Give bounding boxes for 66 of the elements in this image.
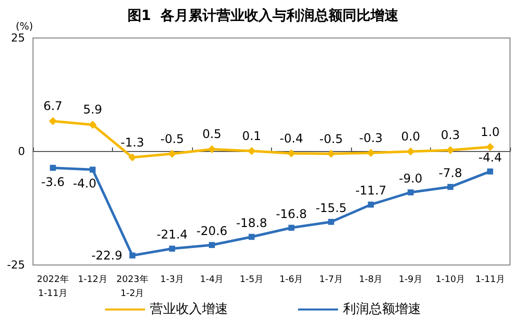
chart-title: 图1 各月累计营业收入与利润总额同比增速 — [127, 7, 400, 24]
data-label: -0.5 — [319, 132, 343, 146]
data-label: -3.6 — [41, 174, 65, 189]
point — [128, 153, 136, 162]
y-axis-title: (%) — [16, 22, 34, 32]
x-tick-label: 1-5月 — [240, 275, 264, 285]
point — [406, 148, 415, 156]
data-label: -21.4 — [156, 228, 188, 242]
point — [487, 168, 494, 174]
point — [248, 147, 256, 156]
x-tick-label: 1-7月 — [319, 275, 343, 285]
y-tick-label: 25 — [11, 32, 25, 44]
point — [287, 149, 296, 158]
point — [486, 142, 494, 151]
data-label: -20.6 — [196, 224, 228, 238]
data-label: -22.9 — [91, 248, 122, 262]
data-label: 6.7 — [43, 99, 62, 114]
y-tick-label: 0 — [18, 145, 25, 158]
data-label: -15.5 — [316, 200, 347, 215]
x-tick-label: 1-8月 — [359, 275, 383, 285]
point — [169, 246, 176, 252]
point — [168, 150, 176, 158]
data-label: 0.0 — [401, 130, 420, 144]
legend-label: 利润总额增速 — [343, 302, 421, 317]
x-tick-label: 1-3月 — [160, 275, 184, 285]
point — [208, 242, 215, 248]
point — [50, 164, 56, 171]
point — [248, 234, 255, 240]
data-label: -1.3 — [120, 135, 144, 150]
point — [327, 150, 336, 158]
point — [129, 252, 136, 258]
data-label: -0.4 — [280, 131, 304, 146]
x-tick-label: 1-6月 — [280, 275, 304, 285]
point — [368, 202, 374, 208]
point — [88, 120, 97, 129]
x-tick-label: 2023年 1-2月 — [116, 274, 148, 299]
data-label: -0.5 — [160, 132, 184, 146]
data-label: 0.3 — [440, 128, 460, 142]
point — [48, 117, 57, 126]
x-tick-label: 1-4月 — [200, 275, 224, 285]
data-label: 5.9 — [83, 102, 102, 117]
legend-label: 营业收入增速 — [150, 302, 228, 317]
x-tick-label: 1-9月 — [398, 275, 422, 285]
x-tick-label: 1-10月 — [436, 275, 466, 285]
data-label: -16.8 — [276, 206, 307, 221]
point — [90, 166, 96, 173]
point — [447, 184, 454, 190]
x-tick-label: 1-11月 — [475, 275, 505, 285]
point — [366, 148, 375, 157]
point — [208, 145, 216, 154]
y-tick-label: -25 — [7, 258, 25, 272]
data-label: -0.3 — [359, 130, 383, 145]
point — [288, 224, 294, 231]
x-tick-label: 2022年 1-11月 — [36, 274, 69, 299]
x-tick-label: 1-12月 — [78, 275, 108, 285]
data-label: -4.0 — [72, 176, 96, 191]
data-label: -11.7 — [355, 184, 386, 198]
data-label: -7.8 — [438, 166, 462, 180]
data-label: -18.8 — [236, 216, 268, 230]
point — [408, 189, 414, 196]
data-label: 0.5 — [202, 127, 222, 142]
point — [328, 218, 334, 225]
data-label: -9.0 — [398, 171, 422, 186]
data-label: -4.4 — [478, 150, 502, 164]
data-label: 0.1 — [242, 129, 262, 144]
data-label: 1.0 — [480, 124, 500, 139]
